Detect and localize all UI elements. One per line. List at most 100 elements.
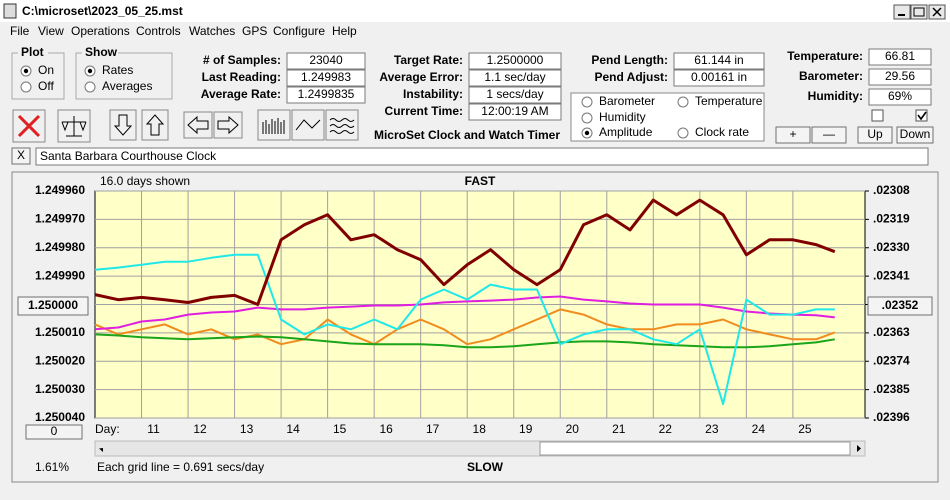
app-name: MicroSet Clock and Watch Timer [374,128,560,142]
minimize-button[interactable] [893,4,911,20]
field-box[interactable] [468,103,562,121]
field-box[interactable] [868,48,932,66]
right-center-button[interactable] [867,296,933,316]
radio-button[interactable] [677,96,689,108]
menu-item[interactable]: Watches [189,24,235,38]
slow-label: SLOW [467,460,504,474]
button-label[interactable]: + [789,127,796,141]
x-tick-label: 11 [147,422,160,436]
x-tick-label: 19 [519,422,533,436]
show-group-label-bg [82,47,118,59]
radio-button[interactable] [677,127,689,139]
button-label[interactable]: — [823,127,835,141]
data-line [94,198,836,306]
offset-button[interactable] [25,424,83,440]
radio-button[interactable] [20,81,32,93]
radio-button[interactable] [581,96,593,108]
y2-tick-label: .02396 [873,410,910,424]
y-tick-label: 1.250030 [35,382,85,396]
trace-box [570,92,765,142]
y2-tick-label: .02319 [873,212,910,226]
button[interactable] [811,126,847,144]
field-box[interactable] [673,69,765,87]
line-button[interactable] [291,109,325,141]
x-tick-label: 13 [240,422,254,436]
trace-option[interactable]: Barometer [599,94,655,108]
scroll-thumb[interactable] [539,441,851,456]
watch-name-box[interactable] [35,147,929,166]
button-label[interactable]: Down [900,127,931,141]
plot-group-label: Plot [21,45,44,59]
offset-label[interactable]: 0 [51,424,58,438]
window-controls [893,4,946,20]
close-watch-label[interactable]: X [17,148,25,162]
menu-item[interactable]: Help [332,24,357,38]
field-value: 0.00161 in [691,70,747,84]
y2-tick-label: .02363 [873,325,910,339]
field-box[interactable] [868,68,932,86]
y-tick-label: 1.249970 [35,212,85,226]
menu-item[interactable]: Operations [71,24,130,38]
trace-option[interactable]: Temperature [695,94,763,108]
days-shown: 16.0 days shown [100,174,190,188]
trace-option[interactable]: Clock rate [695,125,749,139]
x-tick-label: 20 [566,422,580,436]
field-label: Last Reading: [202,70,281,84]
window-title: C:\microset\2023_05_25.mst [22,4,183,18]
checkbox[interactable] [871,109,884,122]
field-value: 23040 [309,53,343,67]
stop-icon [17,114,41,138]
close-watch-button[interactable] [11,147,31,165]
data-line [94,308,836,346]
radio-button[interactable] [84,81,96,93]
field-label: Pend Adjust: [594,70,668,84]
right-center-label[interactable]: .02352 [882,298,919,312]
watch-name[interactable]: Santa Barbara Courthouse Clock [40,149,217,163]
x-tick-label: 23 [705,422,719,436]
x-tick-label: 15 [333,422,347,436]
checkbox[interactable] [915,109,928,122]
field-box[interactable] [468,69,562,87]
button[interactable] [775,126,811,144]
waves-icon [329,118,355,134]
field-box[interactable] [286,86,366,104]
right-arrow-icon [217,115,239,135]
menu-item[interactable]: Configure [273,24,325,38]
show-option[interactable]: Rates [102,63,133,77]
menu-item[interactable]: View [38,24,64,38]
field-box[interactable] [468,52,562,70]
up-arrow-icon [145,114,165,136]
plot-option[interactable]: Off [38,79,54,93]
radio-dot [584,130,590,136]
menu-item[interactable]: GPS [242,24,267,38]
x-tick-label: 18 [473,422,487,436]
button[interactable] [896,126,934,144]
x-tick-label: 12 [193,422,207,436]
x-tick-label: 21 [612,422,626,436]
plot-group-label-bg [18,47,48,59]
field-value: 12:00:19 AM [481,104,548,118]
field-box[interactable] [468,86,562,104]
trace-option[interactable]: Amplitude [599,125,653,139]
plot-option[interactable]: On [38,63,54,77]
trace-option[interactable]: Humidity [599,110,646,124]
menu-item[interactable]: Controls [136,24,181,38]
button-label[interactable]: Up [867,127,883,141]
field-box[interactable] [673,52,765,70]
x-tick-label: 17 [426,422,440,436]
field-label: Humidity: [808,89,863,103]
button[interactable] [857,126,893,144]
maximize-button[interactable] [910,4,928,20]
field-value: 61.144 in [694,53,743,67]
left-center-label[interactable]: 1.250000 [28,298,78,312]
field-box[interactable] [286,69,366,87]
field-box[interactable] [868,88,932,106]
left-center-button[interactable] [17,296,89,316]
menu-item[interactable]: File [10,24,30,38]
field-box[interactable] [286,52,366,70]
radio-button[interactable] [581,112,593,124]
balance-icon [61,116,87,137]
field-label: Current Time: [385,104,463,118]
show-option[interactable]: Averages [102,79,152,93]
field-value: 1 secs/day [486,87,543,101]
